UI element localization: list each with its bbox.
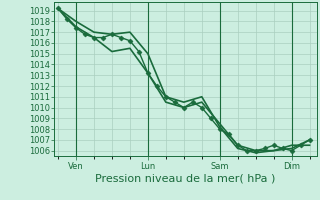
X-axis label: Pression niveau de la mer( hPa ): Pression niveau de la mer( hPa ) bbox=[95, 173, 276, 183]
